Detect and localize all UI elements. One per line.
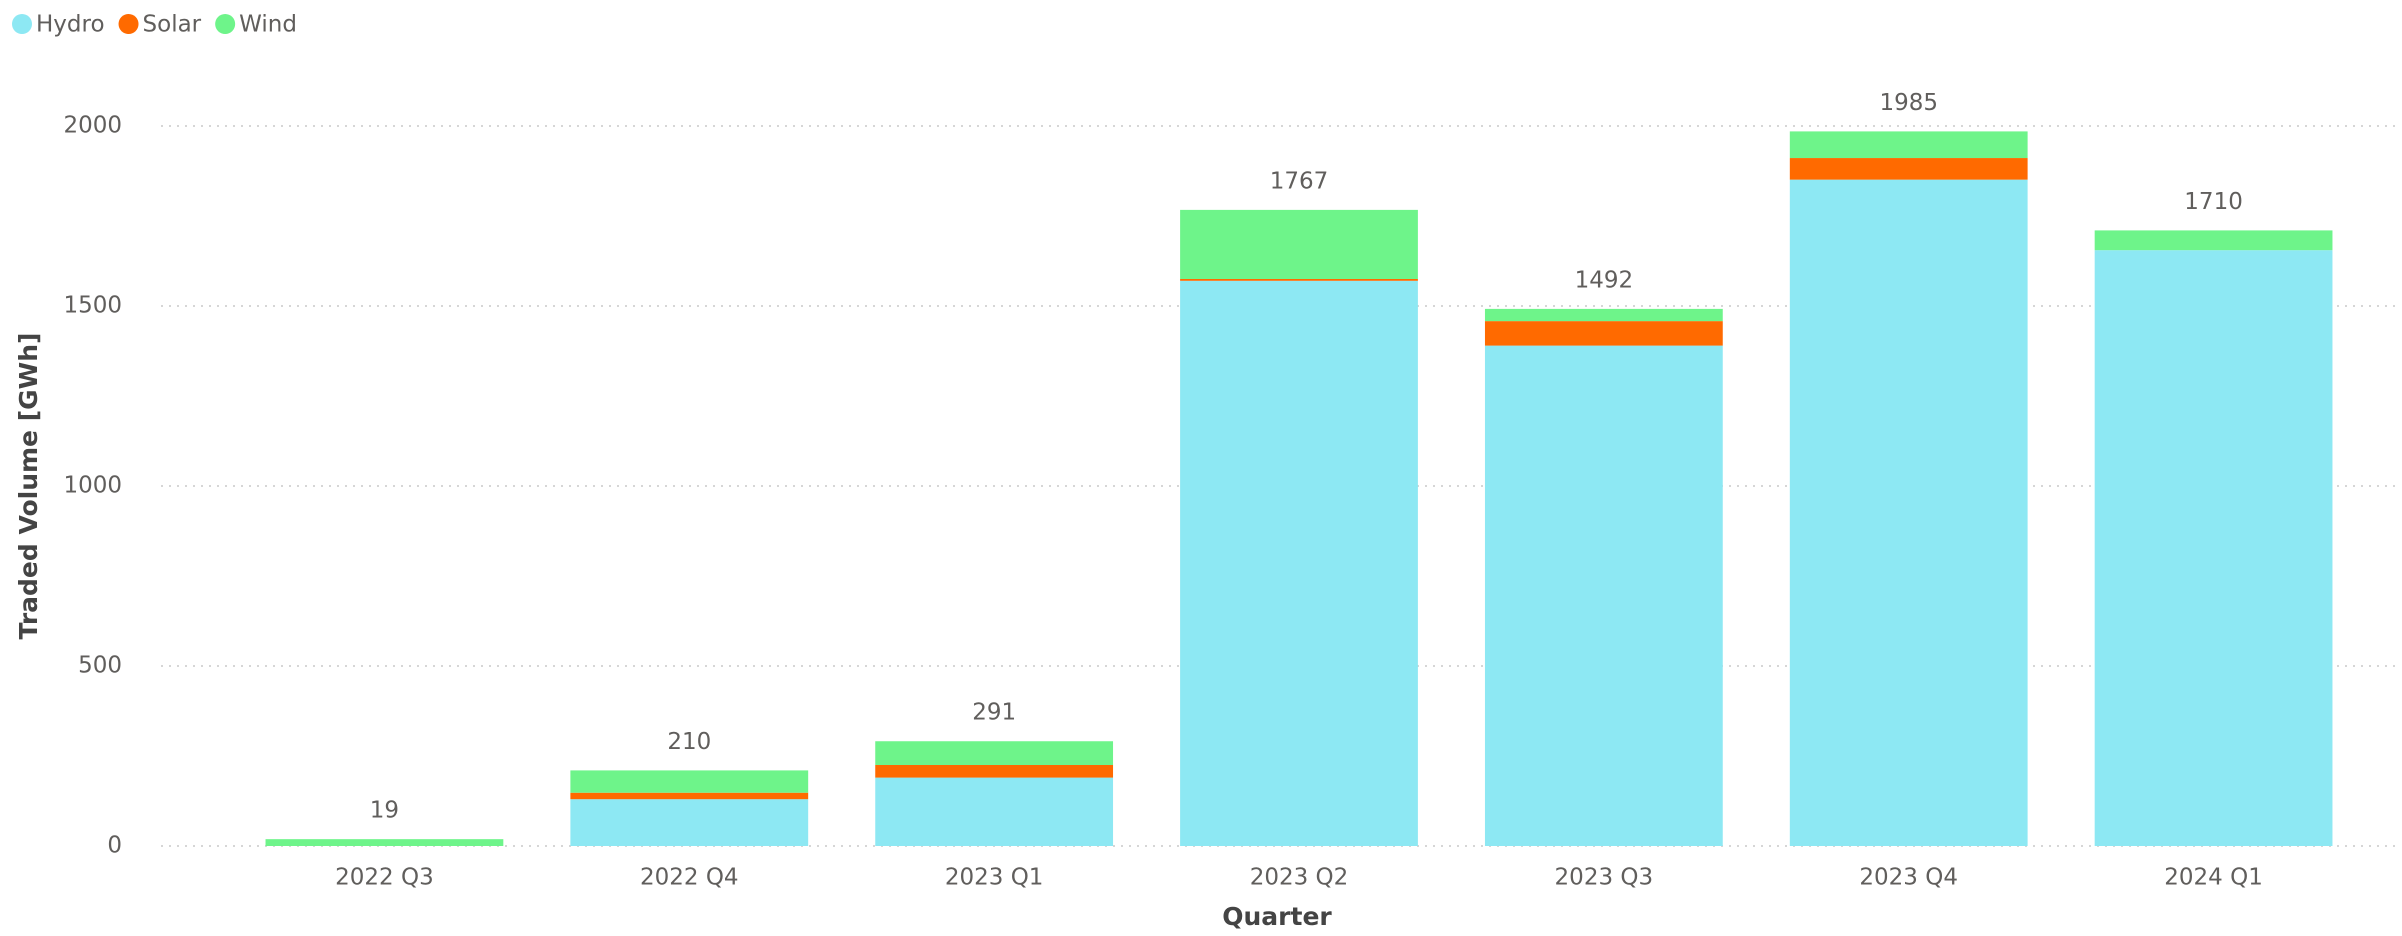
legend-swatch: [215, 14, 236, 34]
bar-segment: [1789, 179, 2028, 846]
x-tick-label: 2023 Q1: [945, 865, 1044, 891]
total-label: 1985: [1879, 90, 1938, 116]
bar-segment: [875, 765, 1114, 778]
y-tick-label: 1500: [63, 293, 122, 319]
total-label: 19: [370, 798, 399, 824]
bar-segment: [570, 792, 809, 800]
x-tick-label: 2023 Q3: [1555, 865, 1654, 891]
bar-segment: [1180, 280, 1418, 846]
x-tick-label: 2023 Q2: [1250, 865, 1349, 891]
legend-label: Wind: [239, 12, 297, 38]
bar-segment: [1789, 158, 2028, 180]
x-tick-label: 2022 Q4: [640, 865, 739, 891]
y-tick-label: 0: [107, 833, 122, 859]
bar-segment: [1484, 308, 1723, 322]
bar-segment: [875, 777, 1114, 846]
bar-segment: [1789, 131, 2028, 159]
total-label: 1492: [1575, 267, 1634, 293]
total-label: 210: [667, 729, 711, 755]
y-axis-title: Traded Volume [GWh]: [14, 333, 43, 640]
y-tick-label: 1000: [63, 473, 122, 499]
bar-segment: [570, 799, 809, 846]
y-tick-label: 500: [78, 653, 122, 679]
legend-label: Hydro: [36, 12, 105, 38]
x-tick-label: 2022 Q3: [335, 865, 434, 891]
legend-label: Solar: [143, 12, 202, 38]
bar-segment: [2094, 230, 2333, 251]
total-label: 1767: [1270, 168, 1329, 194]
legend-swatch: [118, 14, 139, 34]
total-label: 1710: [2184, 189, 2243, 215]
x-axis-title: Quarter: [1222, 902, 1332, 931]
bar-segment: [1180, 279, 1418, 281]
bar-segment: [2094, 250, 2333, 846]
bar-segment: [875, 741, 1114, 765]
total-label: 291: [972, 700, 1016, 726]
bar-segment: [1180, 209, 1418, 279]
x-tick-label: 2024 Q1: [2164, 865, 2263, 891]
bar-segment: [1484, 345, 1723, 846]
legend-swatch: [12, 14, 32, 34]
y-tick-label: 2000: [63, 113, 122, 139]
bar-segment: [265, 839, 504, 846]
bar-segment: [1484, 321, 1723, 346]
bar-segment: [570, 770, 809, 793]
x-tick-label: 2023 Q4: [1859, 865, 1958, 891]
